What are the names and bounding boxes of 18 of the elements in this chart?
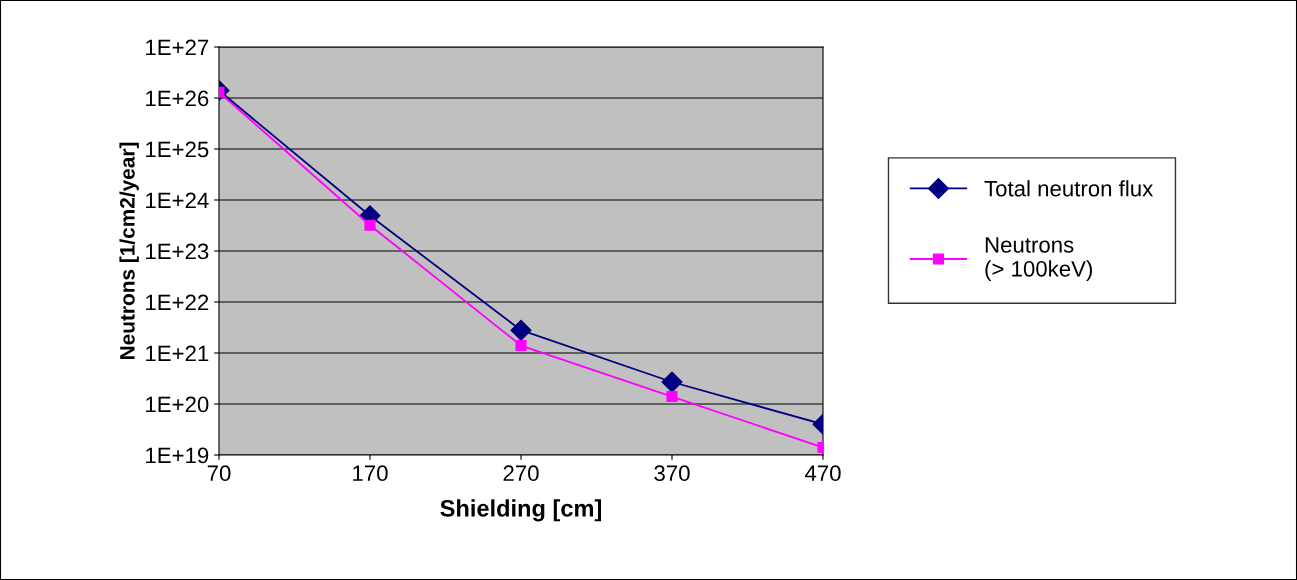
y-tick-label: 1E+19 [146,447,209,464]
x-tick-label: 270 [503,465,539,482]
y-axis-title: Neutrons [1/cm2/year] [119,142,139,360]
x-tick-label: 70 [207,465,231,482]
y-tick-label: 1E+21 [146,345,209,362]
x-tick-label: 170 [353,465,388,482]
y-tick-label: 1E+20 [146,396,209,413]
x-axis-title: Shielding [cm] [440,499,602,522]
y-tick-label: 1E+26 [146,90,209,107]
y-tick-label: 1E+25 [146,141,209,158]
y-tick-label: 1E+24 [146,192,209,209]
legend-label: Total neutron flux [984,180,1154,197]
y-tick-label: 1E+27 [146,39,209,56]
x-tick-label: 470 [804,465,841,482]
legend-label: Neutrons (> 100keV) [985,237,1092,282]
y-tick-label: 1E+22 [146,294,209,311]
y-tick-label: 1E+23 [146,243,209,260]
x-tick-label: 370 [654,465,690,482]
